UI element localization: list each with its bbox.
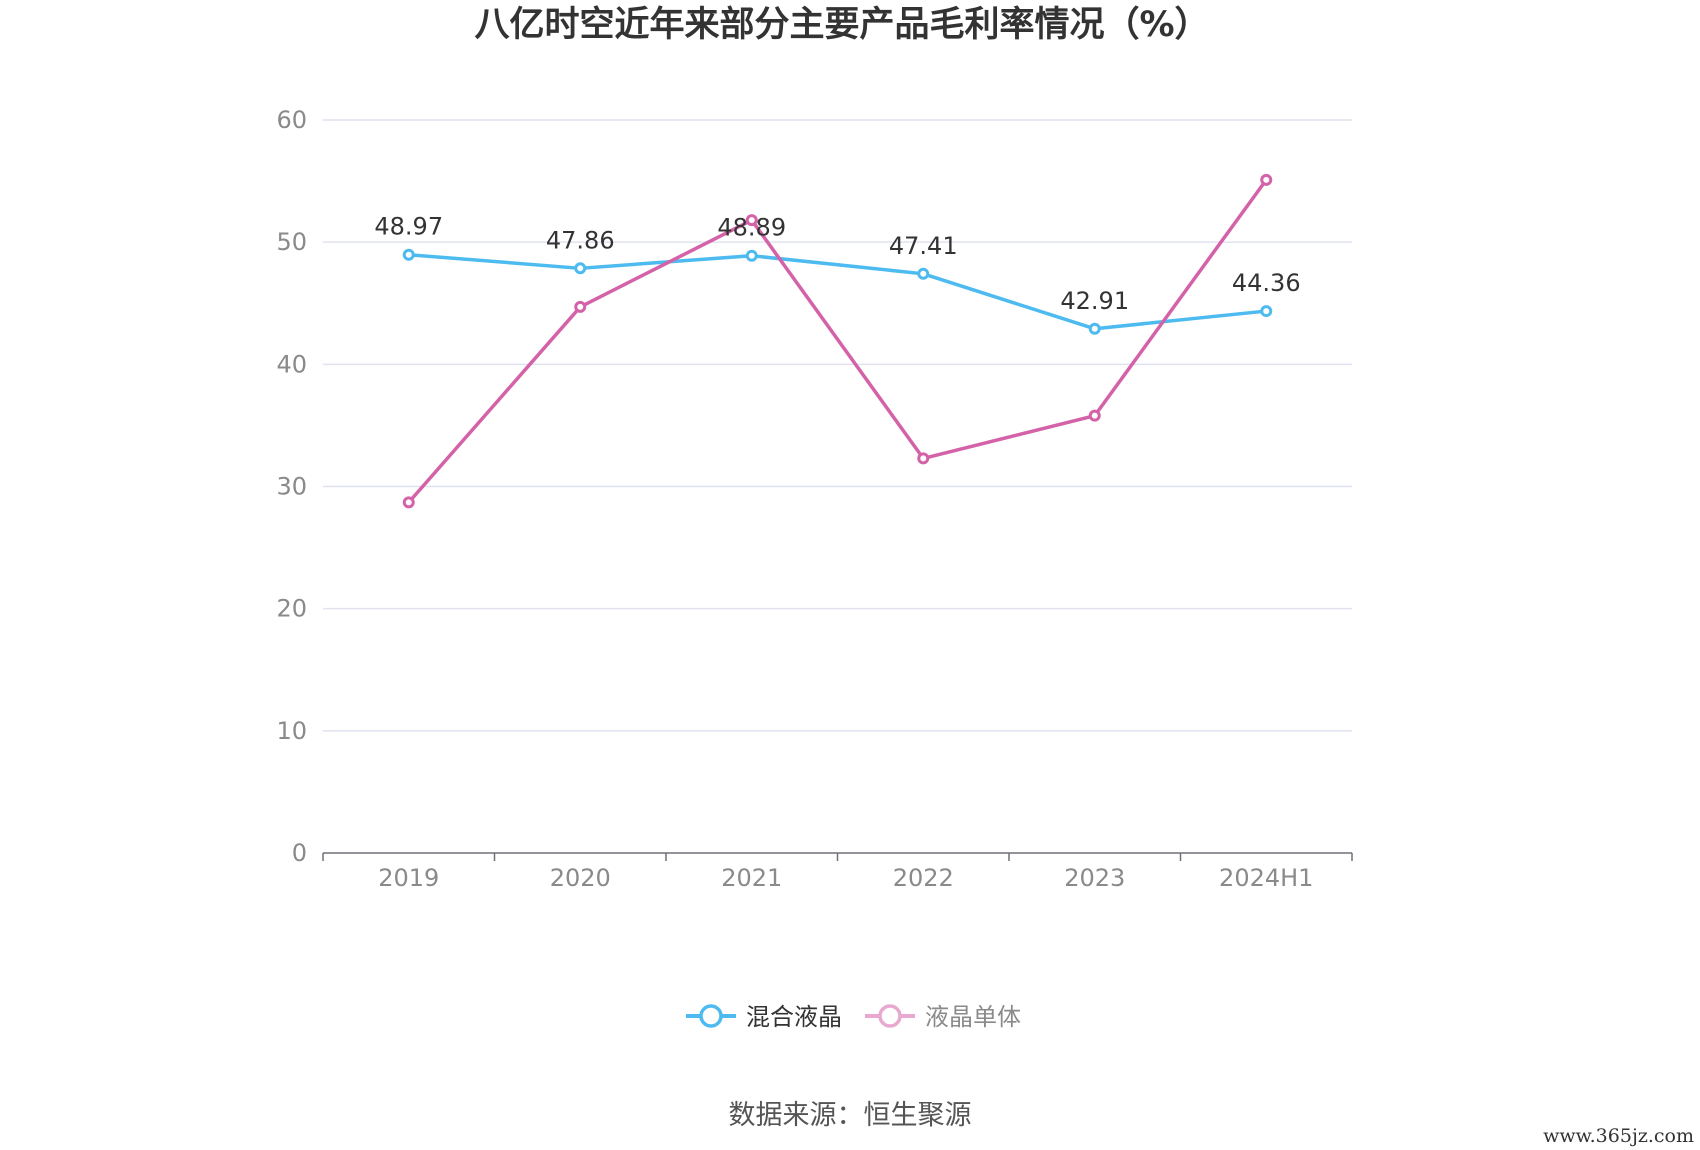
legend-item-2[interactable]: 液晶单体 (865, 1003, 1021, 1031)
x-tick-label: 2023 (1064, 864, 1125, 892)
data-label: 44.36 (1232, 269, 1301, 297)
data-point[interactable] (574, 262, 587, 275)
data-label: 48.89 (717, 214, 786, 242)
x-axis: 2019 2020 2021 2022 2023 2024H1 (322, 852, 1353, 892)
y-axis: 0 10 20 30 40 50 60 (276, 106, 307, 867)
data-label: 42.91 (1060, 287, 1129, 315)
grid-lines (323, 119, 1352, 732)
source-note: 数据来源：恒生聚源 (729, 1100, 972, 1131)
y-tick-label: 30 (276, 473, 307, 501)
y-tick-label: 40 (276, 350, 307, 378)
data-point[interactable] (402, 496, 415, 509)
x-tick-label: 2019 (378, 864, 439, 892)
data-point[interactable] (745, 249, 758, 262)
y-tick-label: 10 (276, 717, 307, 745)
watermark: www.365jz.com (1543, 1125, 1694, 1147)
y-tick-label: 0 (292, 839, 307, 867)
series-1 (402, 248, 1273, 335)
data-point[interactable] (1260, 305, 1273, 318)
x-tick-label: 2021 (721, 864, 782, 892)
data-point[interactable] (917, 267, 930, 280)
data-label: 47.86 (546, 226, 615, 254)
data-label: 48.97 (374, 213, 443, 241)
series-line (408, 253, 1267, 331)
series-group (402, 173, 1273, 509)
legend-label: 液晶单体 (925, 1003, 1021, 1031)
data-point[interactable] (1260, 173, 1273, 186)
legend[interactable]: 混合液晶 液晶单体 (686, 1003, 1021, 1031)
y-tick-label: 50 (276, 228, 307, 256)
data-point[interactable] (1088, 322, 1101, 335)
series-line (407, 178, 1268, 504)
legend-swatch-marker (699, 1004, 723, 1028)
data-point[interactable] (1088, 409, 1101, 422)
data-label: 47.41 (889, 232, 958, 260)
y-tick-label: 60 (276, 106, 307, 134)
data-point[interactable] (402, 248, 415, 261)
legend-swatch-marker (878, 1004, 902, 1028)
data-point[interactable] (917, 452, 930, 465)
data-point[interactable] (574, 300, 587, 313)
x-tick-label: 2020 (550, 864, 611, 892)
data-point[interactable] (745, 214, 758, 227)
legend-label: 混合液晶 (746, 1003, 842, 1031)
chart-title: 八亿时空近年来部分主要产品毛利率情况（%） (474, 5, 1209, 45)
series-2 (402, 173, 1273, 509)
y-tick-label: 20 (276, 595, 307, 623)
data-labels: 48.97 47.86 48.89 47.41 42.91 44.36 (374, 213, 1300, 315)
x-tick-label: 2024H1 (1219, 864, 1313, 892)
x-tick-label: 2022 (893, 864, 954, 892)
legend-item-1[interactable]: 混合液晶 (686, 1003, 842, 1031)
